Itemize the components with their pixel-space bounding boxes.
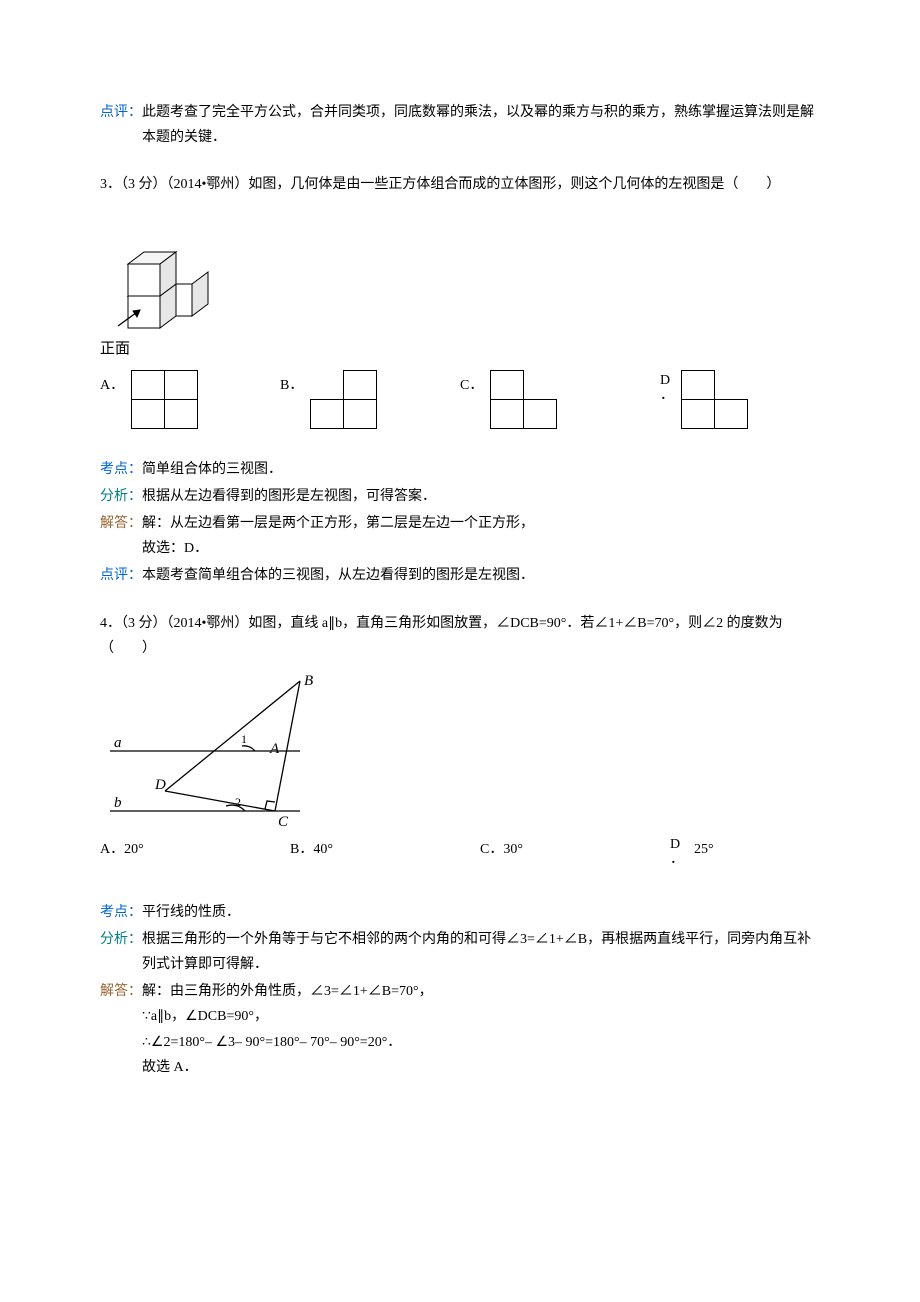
label-1: 1 — [241, 732, 247, 746]
q3-opt-b: B． — [280, 371, 460, 429]
kaodian-label: 考点： — [100, 900, 142, 925]
q3-prompt: 3．（3 分）（2014•鄂州）如图，几何体是由一些正方体组合而成的立体图形，则… — [100, 172, 820, 197]
q4-opt-d: D． 25° — [670, 837, 790, 868]
cube-top — [128, 252, 176, 296]
jieda-label: 解答： — [100, 979, 142, 1004]
q4-opt-a: A．20° — [100, 837, 290, 868]
jieda-content: 解：从左边看第一层是两个正方形，第二层是左边一个正方形， 故选：D． — [142, 511, 820, 561]
q3-opt-d: D ． — [660, 371, 820, 429]
q2-review: 点评： 此题考查了完全平方公式，合并同类项，同底数幂的乘法，以及幂的乘方与积的乘… — [100, 100, 820, 150]
label-b: b — [114, 795, 122, 811]
q4-jieda-l3: ∴∠2=180°– ∠3– 90°=180°– 70°– 90°=20°． — [142, 1030, 820, 1055]
fenxi-text: 根据从左边看得到的图形是左视图，可得答案． — [142, 484, 820, 509]
fenxi-label: 分析： — [100, 484, 142, 509]
label-2: 2 — [235, 795, 241, 809]
q3-jieda: 解答： 解：从左边看第一层是两个正方形，第二层是左边一个正方形， 故选：D． — [100, 511, 820, 561]
q3-opt-b-figure — [311, 371, 377, 429]
kaodian-text: 简单组合体的三视图． — [142, 457, 820, 482]
q4-jieda-l1: 解：由三角形的外角性质，∠3=∠1+∠B=70°， — [142, 979, 820, 1004]
q4-opt-b: B．40° — [290, 837, 480, 868]
dianping-label: 点评： — [100, 563, 142, 588]
q3-opt-a-label: A． — [100, 371, 124, 398]
label-B: B — [304, 673, 313, 689]
dianping-text: 本题考查简单组合体的三视图，从左边看得到的图形是左视图． — [142, 563, 820, 588]
q3-opt-c-label: C． — [460, 371, 483, 398]
q4-jieda-l4: 故选 A． — [142, 1055, 820, 1080]
q4-options: A．20° B．40° C．30° D． 25° — [100, 837, 820, 868]
label-A: A — [269, 741, 280, 757]
q3-fenxi: 分析： 根据从左边看得到的图形是左视图，可得答案． — [100, 484, 820, 509]
q3-opt-d-label: D — [660, 373, 674, 388]
q3-opt-a: A． — [100, 371, 280, 429]
q3-opt-c-figure — [491, 371, 557, 429]
q3-opt-a-figure — [132, 371, 198, 429]
front-label: 正面 — [100, 336, 820, 363]
q3-jieda-l2: 故选：D． — [142, 536, 820, 561]
jieda-content: 解：由三角形的外角性质，∠3=∠1+∠B=70°， ∵a∥b，∠DCB=90°，… — [142, 979, 820, 1080]
q4-prompt: 4．（3 分）（2014•鄂州）如图，直线 a∥b，直角三角形如图放置，∠DCB… — [100, 611, 820, 661]
q3-options: A． B． C． D ． — [100, 371, 820, 429]
q4-jieda-l2: ∵a∥b，∠DCB=90°， — [142, 1004, 820, 1029]
q3-figure: 正面 — [100, 206, 820, 363]
kaodian-text: 平行线的性质． — [142, 900, 820, 925]
q3-opt-d-dot: ． — [660, 388, 674, 403]
q4-opt-c: C．30° — [480, 837, 670, 868]
q3-opt-d-figure — [682, 371, 748, 429]
label-C: C — [278, 814, 289, 830]
jieda-label: 解答： — [100, 511, 142, 536]
q4-figure: a b B A C D 1 2 — [100, 671, 820, 831]
dianping-label: 点评： — [100, 100, 142, 125]
review-row: 点评： 此题考查了完全平方公式，合并同类项，同底数幂的乘法，以及幂的乘方与积的乘… — [100, 100, 820, 150]
q4-fenxi: 分析： 根据三角形的一个外角等于与它不相邻的两个内角的和可得∠3=∠1+∠B，再… — [100, 927, 820, 977]
fenxi-label: 分析： — [100, 927, 142, 952]
q3-opt-b-label: B． — [280, 371, 303, 398]
label-a: a — [114, 735, 122, 751]
q4-kaodian: 考点： 平行线的性质． — [100, 900, 820, 925]
fenxi-text: 根据三角形的一个外角等于与它不相邻的两个内角的和可得∠3=∠1+∠B，再根据两直… — [142, 927, 820, 977]
q3-jieda-l1: 解：从左边看第一层是两个正方形，第二层是左边一个正方形， — [142, 511, 820, 536]
q3-opt-c: C． — [460, 371, 660, 429]
q3-kaodian: 考点： 简单组合体的三视图． — [100, 457, 820, 482]
kaodian-label: 考点： — [100, 457, 142, 482]
q3-dianping: 点评： 本题考查简单组合体的三视图，从左边看得到的图形是左视图． — [100, 563, 820, 588]
label-D: D — [154, 777, 166, 793]
q4-jieda: 解答： 解：由三角形的外角性质，∠3=∠1+∠B=70°， ∵a∥b，∠DCB=… — [100, 979, 820, 1080]
dianping-text: 此题考查了完全平方公式，合并同类项，同底数幂的乘法，以及幂的乘方与积的乘方，熟练… — [142, 100, 820, 150]
